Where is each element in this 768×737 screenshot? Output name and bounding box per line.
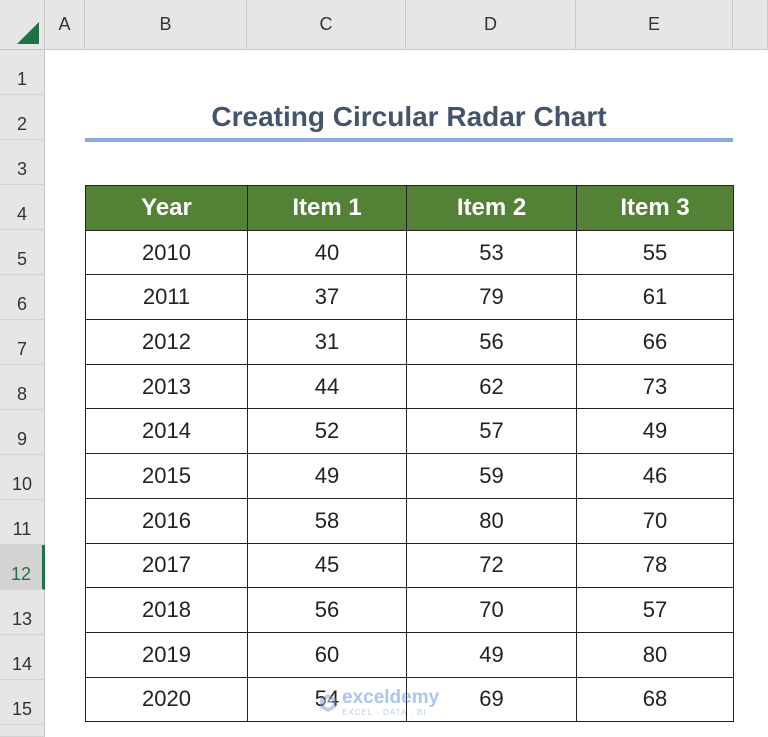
- year-cell[interactable]: 2010: [85, 229, 248, 276]
- year-cell[interactable]: 2016: [85, 497, 248, 544]
- table-row: 2015 49 59 46: [85, 453, 734, 499]
- item-1-cell[interactable]: 56: [247, 587, 407, 633]
- sheet-title[interactable]: Creating Circular Radar Chart: [211, 101, 607, 132]
- item-3-cell[interactable]: 46: [576, 453, 734, 499]
- item-1-cell[interactable]: 52: [247, 408, 407, 455]
- row-header-5[interactable]: 5: [0, 230, 45, 275]
- item-1-cell[interactable]: 37: [247, 274, 407, 321]
- item-2-cell[interactable]: 72: [406, 542, 577, 589]
- row-header-6[interactable]: 6: [0, 275, 45, 320]
- year-cell[interactable]: 2013: [85, 363, 248, 410]
- row-header-11[interactable]: 11: [0, 500, 45, 545]
- title-underline: [85, 138, 733, 142]
- table-row: 2011 37 79 61: [85, 274, 734, 321]
- header-cell-item-1[interactable]: Item 1: [247, 185, 407, 231]
- item-3-cell[interactable]: 68: [576, 676, 734, 723]
- column-header-d[interactable]: D: [406, 0, 576, 50]
- item-2-cell[interactable]: 57: [406, 408, 577, 455]
- table-row: 2014 52 57 49: [85, 408, 734, 455]
- row-header-8[interactable]: 8: [0, 365, 45, 410]
- item-2-cell[interactable]: 79: [406, 274, 577, 321]
- year-cell[interactable]: 2020: [85, 676, 248, 723]
- column-header-b[interactable]: B: [85, 0, 247, 50]
- column-header-f[interactable]: [733, 0, 768, 50]
- data-table: Year Item 1 Item 2 Item 3 2010 40 53 55 …: [85, 185, 734, 723]
- table-row: 2016 58 80 70: [85, 497, 734, 544]
- item-3-cell[interactable]: 73: [576, 363, 734, 410]
- row-header-12[interactable]: 12: [0, 545, 45, 590]
- item-1-cell[interactable]: 49: [247, 453, 407, 499]
- table-header-row: Year Item 1 Item 2 Item 3: [85, 185, 734, 231]
- item-1-cell[interactable]: 31: [247, 319, 407, 365]
- item-1-cell[interactable]: 44: [247, 363, 407, 410]
- row-header-7[interactable]: 7: [0, 320, 45, 365]
- item-1-cell[interactable]: 60: [247, 631, 407, 678]
- year-cell[interactable]: 2014: [85, 408, 248, 455]
- row-header-14[interactable]: 14: [0, 635, 45, 680]
- column-header-c[interactable]: C: [247, 0, 406, 50]
- row-header-1[interactable]: 1: [0, 50, 45, 95]
- year-cell[interactable]: 2017: [85, 542, 248, 589]
- row-header-3[interactable]: 3: [0, 140, 45, 185]
- header-cell-year[interactable]: Year: [85, 185, 248, 231]
- header-cell-item-3[interactable]: Item 3: [576, 185, 734, 231]
- item-1-cell[interactable]: 54: [247, 676, 407, 723]
- table-row: 2012 31 56 66: [85, 319, 734, 365]
- row-header-4[interactable]: 4: [0, 185, 45, 230]
- year-cell[interactable]: 2018: [85, 587, 248, 633]
- item-3-cell[interactable]: 80: [576, 631, 734, 678]
- row-header-16[interactable]: [0, 725, 45, 737]
- table-row: 2017 45 72 78: [85, 542, 734, 589]
- column-header-a[interactable]: A: [45, 0, 85, 50]
- table-row: 2018 56 70 57: [85, 587, 734, 633]
- item-2-cell[interactable]: 69: [406, 676, 577, 723]
- row-header-9[interactable]: 9: [0, 410, 45, 455]
- select-all-triangle-icon: [17, 22, 39, 44]
- item-2-cell[interactable]: 56: [406, 319, 577, 365]
- year-cell[interactable]: 2012: [85, 319, 248, 365]
- item-3-cell[interactable]: 61: [576, 274, 734, 321]
- table-row: 2019 60 49 80: [85, 631, 734, 678]
- item-2-cell[interactable]: 49: [406, 631, 577, 678]
- row-header-13[interactable]: 13: [0, 590, 45, 635]
- item-3-cell[interactable]: 70: [576, 497, 734, 544]
- row-header-15[interactable]: 15: [0, 680, 45, 725]
- row-header-2[interactable]: 2: [0, 95, 45, 140]
- table-row: 2020 54 69 68: [85, 676, 734, 723]
- column-header-e[interactable]: E: [576, 0, 733, 50]
- item-3-cell[interactable]: 66: [576, 319, 734, 365]
- year-cell[interactable]: 2019: [85, 631, 248, 678]
- item-1-cell[interactable]: 45: [247, 542, 407, 589]
- row-header-10[interactable]: 10: [0, 455, 45, 500]
- item-1-cell[interactable]: 40: [247, 229, 407, 276]
- select-all-corner[interactable]: [0, 0, 45, 50]
- item-2-cell[interactable]: 53: [406, 229, 577, 276]
- year-cell[interactable]: 2015: [85, 453, 248, 499]
- header-cell-item-2[interactable]: Item 2: [406, 185, 577, 231]
- item-2-cell[interactable]: 59: [406, 453, 577, 499]
- item-1-cell[interactable]: 58: [247, 497, 407, 544]
- item-2-cell[interactable]: 80: [406, 497, 577, 544]
- item-3-cell[interactable]: 55: [576, 229, 734, 276]
- item-3-cell[interactable]: 57: [576, 587, 734, 633]
- item-3-cell[interactable]: 78: [576, 542, 734, 589]
- year-cell[interactable]: 2011: [85, 274, 248, 321]
- table-row: 2010 40 53 55: [85, 229, 734, 276]
- table-row: 2013 44 62 73: [85, 363, 734, 410]
- item-2-cell[interactable]: 70: [406, 587, 577, 633]
- item-2-cell[interactable]: 62: [406, 363, 577, 410]
- item-3-cell[interactable]: 49: [576, 408, 734, 455]
